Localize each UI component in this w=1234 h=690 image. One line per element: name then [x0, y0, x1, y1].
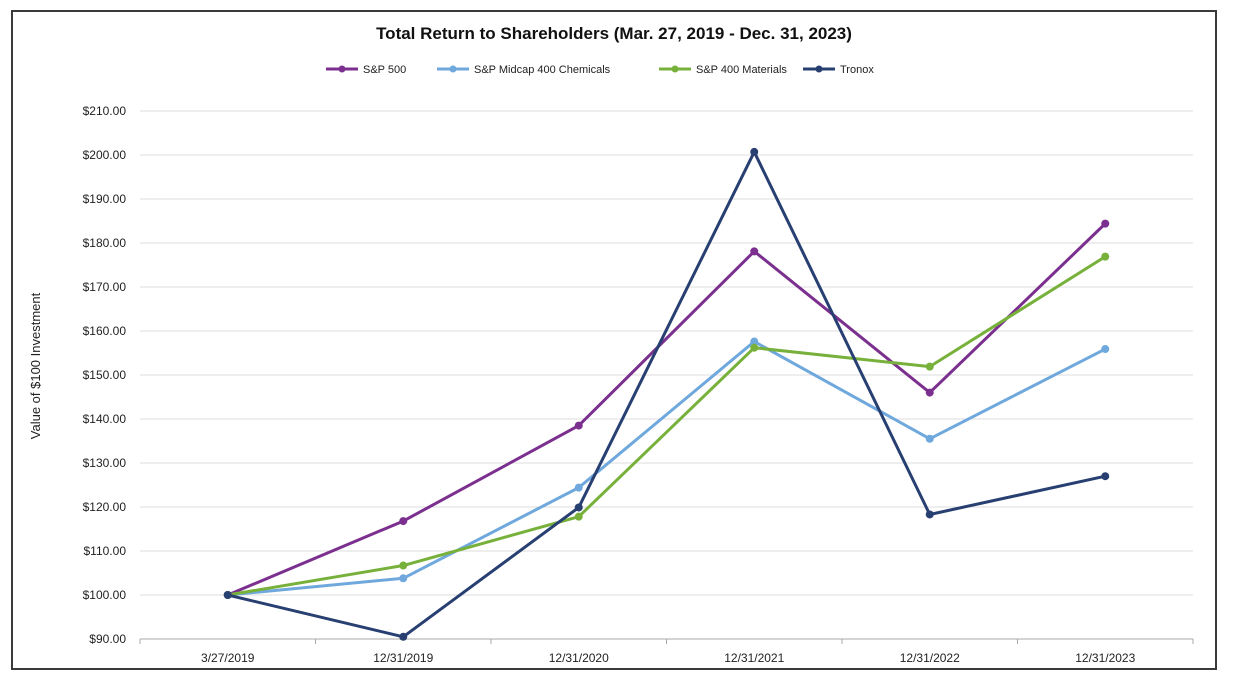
data-point — [750, 343, 759, 352]
series-line — [227, 340, 1106, 597]
legend-item: Tronox — [803, 64, 874, 76]
legend-label: S&P Midcap 400 Chemicals — [474, 64, 611, 76]
series — [223, 219, 1110, 599]
data-point — [399, 517, 408, 526]
series-line — [227, 255, 1107, 597]
y-tick-label: $190.00 — [83, 192, 127, 206]
y-tick-label: $90.00 — [89, 632, 126, 646]
data-point — [574, 483, 583, 492]
data-point — [925, 434, 934, 443]
x-tick-label: 12/31/2021 — [724, 651, 784, 665]
data-point — [925, 362, 934, 371]
legend-marker — [449, 65, 457, 73]
series — [223, 252, 1110, 599]
data-point — [399, 632, 408, 641]
y-tick-label: $150.00 — [83, 368, 127, 382]
y-tick-label: $110.00 — [84, 544, 127, 558]
y-tick-label: $100.00 — [83, 588, 127, 602]
data-point — [750, 247, 759, 256]
x-tick-label: 12/31/2022 — [900, 651, 960, 665]
series-line — [227, 150, 1106, 639]
y-tick-label: $210.00 — [83, 104, 127, 118]
gridlines — [140, 110, 1193, 640]
data-point — [1101, 345, 1110, 354]
chart-frame — [11, 10, 1217, 670]
data-point — [574, 503, 583, 512]
data-point — [574, 512, 583, 521]
y-axis-ticks: $90.00 $100.00 $110.00 $120.00 $130.00 $140.0… — [83, 104, 127, 646]
series — [223, 337, 1110, 599]
data-point — [925, 510, 934, 519]
y-tick-label: $120.00 — [83, 500, 127, 514]
data-point — [223, 591, 232, 599]
y-tick-label: $170.00 — [83, 280, 127, 294]
y-tick-label: $180.00 — [83, 236, 127, 250]
chart-title: Total Return to Shareholders (Mar. 27, 2… — [376, 24, 852, 43]
legend: S&P 500 S&P Midcap 400 Chemicals S&P 400 M… — [326, 64, 874, 76]
y-tick-label: $160.00 — [83, 324, 127, 338]
legend-label: Tronox — [840, 64, 874, 76]
x-tick-label: 12/31/2020 — [549, 651, 609, 665]
y-axis-label: Value of $100 Investment — [28, 292, 43, 439]
data-point — [750, 337, 759, 346]
data-point — [574, 421, 583, 430]
y-tick-label: $130.00 — [83, 456, 127, 470]
series — [223, 147, 1110, 641]
y-tick-label: $200.00 — [83, 148, 127, 162]
data-point — [1101, 472, 1110, 481]
legend-label: S&P 500 — [363, 64, 406, 76]
y-tick-label: $140.00 — [83, 412, 127, 426]
data-point — [1101, 252, 1110, 261]
legend-item: S&P 400 Materials — [659, 64, 787, 76]
data-point — [399, 561, 408, 570]
legend-item: S&P Midcap 400 Chemicals — [437, 64, 611, 76]
data-point — [925, 388, 934, 397]
x-tick-label: 3/27/2019 — [201, 651, 255, 665]
x-tick-label: 12/31/2019 — [373, 651, 433, 665]
legend-marker — [671, 65, 679, 73]
data-point — [1101, 219, 1110, 228]
legend-label: S&P 400 Materials — [696, 64, 787, 76]
legend-item: S&P 500 — [326, 64, 406, 76]
x-axis-ticks: 3/27/2019 12/31/2019 12/31/2020 12/31/2021 1… — [139, 639, 1194, 665]
data-point — [399, 574, 408, 583]
x-tick-label: 12/31/2023 — [1075, 651, 1135, 665]
data-point — [750, 147, 759, 156]
series-line — [227, 222, 1107, 597]
legend-marker — [338, 65, 346, 73]
series-lines — [223, 147, 1110, 641]
legend-marker — [815, 65, 823, 73]
